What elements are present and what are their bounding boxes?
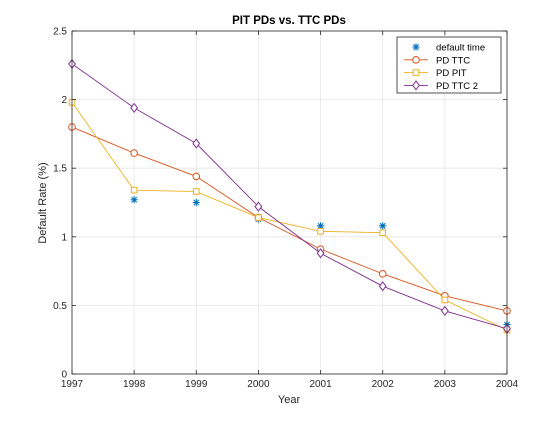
data-point-pd-ttc-2 xyxy=(254,201,263,212)
legend-marker-default-time xyxy=(412,43,420,51)
data-point-default-time xyxy=(379,222,387,230)
legend-entry-pd-ttc: PD TTC xyxy=(404,55,470,66)
chart-title: PIT PDs vs. TTC PDs xyxy=(232,15,346,27)
series-layer xyxy=(68,58,511,334)
data-point-pd-pit xyxy=(379,229,387,236)
x-tick-label: 1999 xyxy=(185,379,208,390)
y-tick-label: 1.5 xyxy=(53,164,67,175)
axis-ticks: 1997 1998 1999 2000 2001 2002 2003 2004 0 0.5 1 1.5… xyxy=(53,27,518,391)
legend-label-pd-ttc: PD TTC xyxy=(436,55,470,66)
data-point-pd-pit xyxy=(130,186,138,194)
x-tick-label: 2004 xyxy=(496,379,519,390)
y-axis-label: Default Rate (%) xyxy=(37,162,49,243)
series-pd-ttc-2 xyxy=(68,58,511,334)
legend-entry-default-time: default time xyxy=(412,43,485,54)
y-tick-label: 1 xyxy=(61,232,67,243)
plot-frame xyxy=(71,30,508,375)
legend-marker-pd-ttc-2 xyxy=(412,80,420,91)
legend-marker-pd-pit xyxy=(412,69,420,76)
x-tick-label: 2003 xyxy=(434,379,457,390)
legend-label-default-time: default time xyxy=(436,43,485,54)
data-point-pd-ttc-2 xyxy=(378,281,387,292)
data-point-pd-ttc-2 xyxy=(316,248,325,259)
data-point-pd-ttc xyxy=(130,149,138,157)
data-point-pd-ttc-2 xyxy=(192,138,201,149)
y-tick-label: 0 xyxy=(61,370,67,381)
data-point-pd-ttc-2 xyxy=(440,305,449,316)
y-tick-label: 2.5 xyxy=(53,27,67,38)
series-line-pd-ttc-2 xyxy=(71,63,508,330)
data-point-pd-pit xyxy=(192,188,200,195)
x-axis-label: Year xyxy=(278,394,301,406)
data-point-pd-pit xyxy=(255,214,262,221)
legend-entry-pd-ttc-2: PD TTC 2 xyxy=(404,80,478,92)
legend-entry-pd-pit: PD PIT xyxy=(404,68,467,79)
data-point-default-time xyxy=(192,198,200,207)
x-tick-label: 2001 xyxy=(309,379,332,390)
y-tick-label: 0.5 xyxy=(53,301,67,312)
legend-marker-pd-ttc xyxy=(412,56,420,64)
x-tick-label: 2002 xyxy=(372,379,395,390)
data-point-pd-ttc-2 xyxy=(130,102,139,113)
series-line-pd-ttc xyxy=(71,126,508,312)
series-line-pd-pit xyxy=(71,102,508,331)
x-tick-label: 1998 xyxy=(123,379,146,390)
data-point-pd-pit xyxy=(441,296,449,304)
x-tick-label: 1997 xyxy=(61,379,84,390)
y-tick-label: 2 xyxy=(61,95,67,106)
data-point-default-time xyxy=(316,222,325,230)
data-point-pd-pit xyxy=(317,228,324,235)
data-point-pd-ttc xyxy=(378,270,387,278)
data-point-pd-ttc xyxy=(192,172,201,181)
data-point-default-time xyxy=(130,196,138,204)
legend-label-pd-ttc-2: PD TTC 2 xyxy=(436,81,478,92)
legend-label-pd-pit: PD PIT xyxy=(436,68,467,79)
x-tick-label: 2000 xyxy=(247,379,270,390)
